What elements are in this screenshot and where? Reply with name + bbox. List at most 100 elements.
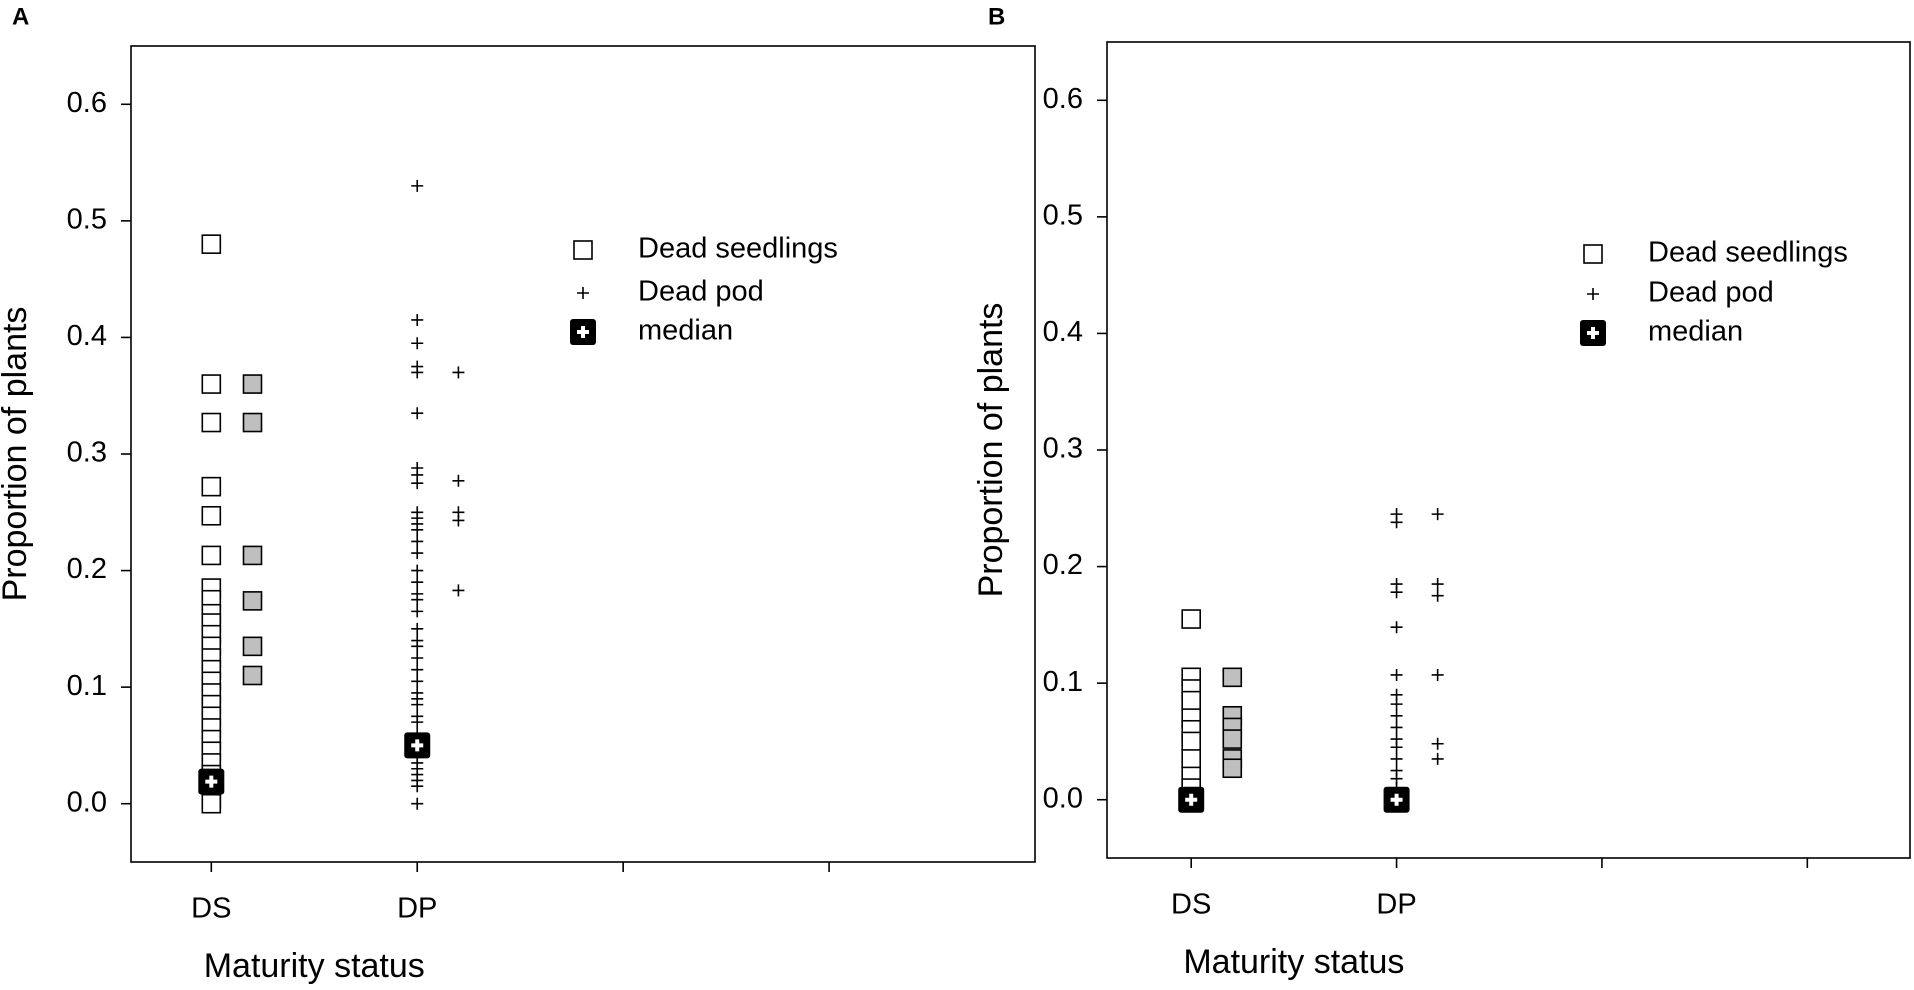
panel-label: B — [988, 3, 1005, 30]
plus-marker — [411, 366, 424, 379]
plus-marker — [411, 605, 424, 618]
y-tick-label: 0.4 — [1043, 316, 1083, 348]
square-marker — [1583, 244, 1603, 264]
plus-marker — [411, 652, 424, 664]
plus-marker — [452, 514, 465, 527]
panel: B 0.0 0.1 0.2 0.3 0.4 0.5 0.6 DS DP Proportion of … — [972, 3, 1911, 981]
plus-marker — [1431, 668, 1444, 681]
median-marker — [198, 768, 225, 795]
plus-marker — [452, 366, 465, 379]
panel-label: A — [12, 3, 29, 30]
square-marker — [201, 374, 222, 394]
x-tick-label: DS — [191, 893, 231, 925]
plus-marker — [411, 313, 424, 326]
plus-marker — [452, 474, 465, 487]
plus-marker — [1431, 752, 1444, 765]
plus-marker — [411, 179, 424, 192]
x-axis-label: Maturity status — [204, 947, 425, 985]
x-axis-label: Maturity status — [1183, 943, 1404, 981]
x-tick-label: DP — [1376, 889, 1416, 921]
median-cross — [1185, 793, 1198, 806]
plus-marker — [411, 640, 424, 653]
plus-marker — [411, 407, 424, 420]
plus-marker — [1390, 709, 1403, 722]
square-marker — [1222, 729, 1243, 749]
plus-marker — [1390, 741, 1403, 754]
plus-marker — [1587, 288, 1599, 300]
square-marker — [201, 505, 222, 526]
y-tick-label: 0.5 — [67, 204, 107, 236]
plus-marker — [411, 663, 424, 676]
plus-marker — [411, 675, 424, 688]
plus-marker — [1431, 589, 1444, 602]
median-cross — [205, 775, 218, 788]
plus-marker — [411, 337, 424, 350]
plus-marker — [1390, 516, 1403, 529]
square-marker — [1222, 667, 1243, 688]
y-tick-label: 0.2 — [67, 553, 107, 585]
y-tick-label: 0.6 — [67, 87, 107, 119]
square-marker — [1181, 749, 1202, 769]
plus-marker — [1390, 668, 1403, 681]
median-marker — [1178, 786, 1205, 813]
square-marker — [242, 591, 263, 611]
square-marker — [1181, 731, 1202, 752]
square-marker — [201, 545, 222, 566]
plus-marker — [411, 716, 424, 729]
x-tick-label: DP — [397, 893, 437, 925]
plus-marker — [1431, 737, 1444, 750]
y-tick-label: 0.5 — [1043, 200, 1083, 232]
square-marker — [201, 412, 222, 433]
square-marker — [201, 476, 222, 497]
plus-marker — [411, 523, 424, 536]
legend-label: median — [1648, 316, 1743, 348]
square-marker — [242, 665, 263, 686]
median-marker — [404, 732, 431, 759]
square-marker — [201, 793, 222, 814]
plus-marker — [411, 622, 424, 635]
square-marker — [242, 374, 263, 394]
median-cross — [411, 739, 424, 752]
median-marker — [1580, 320, 1606, 346]
median-cross — [1390, 793, 1403, 806]
square-marker — [573, 240, 593, 260]
y-axis-label: Proportion of plants — [972, 303, 1010, 598]
plus-marker — [1431, 578, 1444, 591]
median-cross — [1587, 327, 1599, 339]
x-tick-label: DS — [1171, 889, 1211, 921]
square-marker — [242, 636, 263, 657]
y-tick-label: 0.3 — [1043, 433, 1083, 465]
plus-marker — [411, 564, 424, 577]
legend-label: Dead pod — [638, 276, 764, 308]
y-tick-label: 0.3 — [67, 437, 107, 469]
plus-marker — [1390, 752, 1403, 765]
y-tick-label: 0.0 — [1043, 782, 1083, 814]
square-marker — [1181, 690, 1202, 711]
y-tick-label: 0.2 — [1043, 549, 1083, 581]
square-marker — [242, 412, 263, 433]
plus-marker — [411, 698, 424, 711]
plus-marker — [411, 780, 424, 793]
y-tick-label: 0.1 — [67, 670, 107, 702]
plus-marker — [1390, 586, 1403, 599]
plus-marker — [577, 287, 589, 299]
square-marker — [201, 234, 222, 254]
plus-marker — [1390, 621, 1403, 634]
plus-marker — [1431, 508, 1444, 521]
legend-label: Dead seedlings — [1648, 237, 1848, 269]
plus-marker — [411, 535, 424, 548]
square-marker — [1181, 609, 1202, 629]
y-tick-label: 0.1 — [1043, 666, 1083, 698]
plus-marker — [1390, 721, 1403, 734]
plus-marker — [411, 797, 424, 810]
plus-marker — [411, 547, 424, 560]
median-marker — [1383, 786, 1410, 813]
legend-label: Dead pod — [1648, 277, 1774, 309]
plus-marker — [411, 576, 424, 589]
median-cross — [577, 326, 589, 338]
median-marker — [570, 319, 596, 345]
y-tick-label: 0.4 — [67, 320, 107, 352]
plus-marker — [411, 477, 424, 490]
y-tick-label: 0.6 — [1043, 83, 1083, 115]
